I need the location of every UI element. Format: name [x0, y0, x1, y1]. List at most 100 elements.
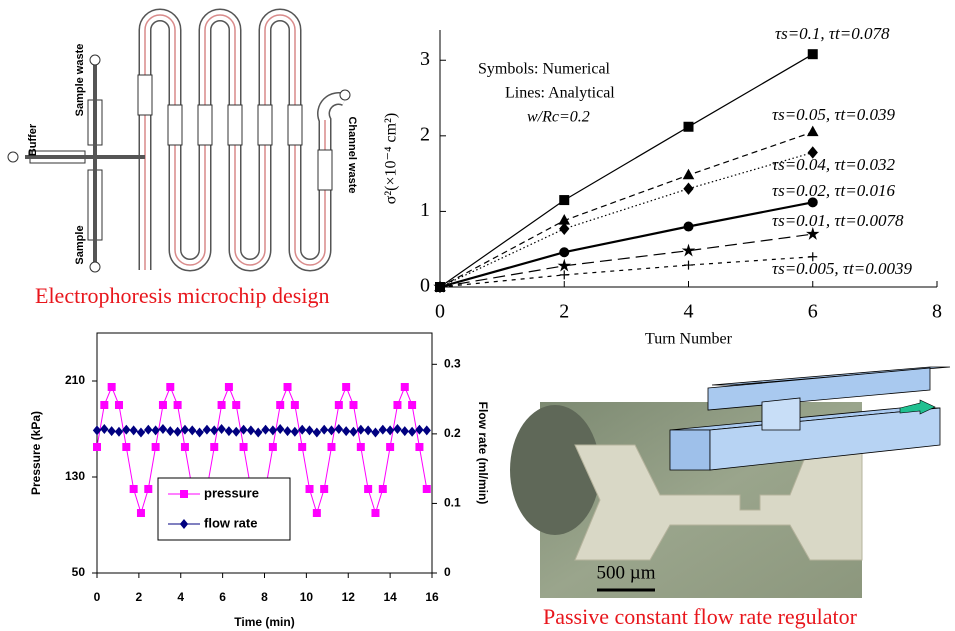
marker [401, 384, 408, 391]
marker [101, 425, 108, 433]
y-tick-label: 50 [72, 565, 86, 579]
marker [174, 428, 181, 436]
marker [115, 402, 122, 409]
marker [167, 427, 174, 435]
marker [394, 425, 401, 433]
marker [233, 428, 240, 436]
marker [416, 444, 423, 451]
marker [137, 510, 144, 517]
marker [218, 402, 225, 409]
series-label: τs=0.01, τt=0.0078 [772, 211, 904, 230]
marker [409, 428, 416, 436]
legend-label: flow rate [204, 515, 257, 530]
marker [387, 444, 394, 451]
marker [350, 428, 357, 436]
series-label: τs=0.005, τt=0.0039 [772, 259, 912, 278]
marker [159, 402, 166, 409]
marker [130, 486, 137, 493]
series-line [440, 54, 813, 287]
marker [284, 427, 291, 435]
marker [94, 444, 101, 451]
marker [145, 425, 152, 433]
marker [560, 248, 569, 257]
marker [321, 425, 328, 433]
marker [277, 425, 284, 433]
y-tick-label: 1 [420, 199, 430, 221]
regulator-caption: Passive constant flow rate regulator [543, 604, 858, 629]
y2-tick-label: 0.1 [444, 496, 461, 510]
marker [401, 427, 408, 435]
marker [145, 486, 152, 493]
regulator-photo: 500 µm Passive constant flow rate regula… [510, 367, 950, 629]
marker [299, 444, 306, 451]
x-tick-label: 2 [559, 301, 569, 323]
series-line [440, 153, 813, 288]
marker [313, 428, 320, 436]
x-tick-label: 2 [136, 590, 143, 604]
annotation: Lines: Analytical [505, 85, 615, 102]
marker [335, 425, 342, 433]
chip-label: Sample [74, 225, 86, 264]
marker [684, 122, 693, 131]
marker [130, 426, 137, 434]
series-label: τs=0.04, τt=0.032 [772, 155, 895, 174]
x-tick-label: 14 [383, 590, 397, 604]
marker [343, 384, 350, 391]
marker [684, 261, 693, 270]
marker [365, 486, 372, 493]
marker [684, 170, 694, 179]
marker [560, 270, 569, 279]
x-tick-label: 10 [300, 590, 314, 604]
marker [313, 510, 320, 517]
marker [306, 426, 313, 434]
legend-label: pressure [204, 485, 259, 500]
scale-bar-label: 500 µm [597, 562, 656, 583]
marker [108, 384, 115, 391]
marker [233, 402, 240, 409]
x-tick-label: 16 [425, 590, 439, 604]
marker [350, 402, 357, 409]
y2-tick-label: 0 [444, 565, 451, 579]
annotation: Symbols: Numerical [478, 61, 611, 78]
x-tick-label: 0 [435, 301, 445, 323]
marker [203, 425, 210, 433]
marker [343, 427, 350, 435]
y2-axis-label: Flow rate (ml/min) [476, 402, 490, 505]
x-tick-label: 12 [342, 590, 356, 604]
marker [335, 402, 342, 409]
marker [365, 426, 372, 434]
marker [409, 402, 416, 409]
marker [560, 196, 569, 205]
marker [372, 428, 379, 436]
marker [181, 491, 188, 498]
chip-label: Buffer [27, 123, 39, 156]
x-tick-label: 4 [684, 301, 694, 323]
chip-label: Sample waste [74, 44, 86, 117]
marker [684, 222, 693, 231]
marker [423, 486, 430, 493]
y-axis-label: Pressure (kPa) [29, 411, 43, 495]
marker [123, 444, 130, 451]
page: Buffer Sample waste Sample Channel waste… [0, 0, 955, 631]
y-tick-label: 0 [420, 275, 430, 297]
marker [379, 425, 386, 433]
marker [218, 425, 225, 433]
marker [808, 50, 817, 59]
marker [284, 384, 291, 391]
marker [306, 486, 313, 493]
x-tick-label: 0 [94, 590, 101, 604]
marker [196, 428, 203, 436]
y-tick-label: 210 [65, 373, 85, 387]
marker [379, 486, 386, 493]
chip-label: Channel waste [346, 116, 358, 193]
y-tick-label: 130 [65, 469, 85, 483]
figure: Buffer Sample waste Sample Channel waste… [0, 0, 955, 631]
marker [684, 183, 693, 194]
marker [683, 245, 693, 255]
marker [372, 510, 379, 517]
marker [277, 402, 284, 409]
x-axis-label: Time (min) [234, 615, 294, 629]
marker [247, 426, 254, 434]
y-tick-label: 2 [420, 123, 430, 145]
marker [328, 444, 335, 451]
